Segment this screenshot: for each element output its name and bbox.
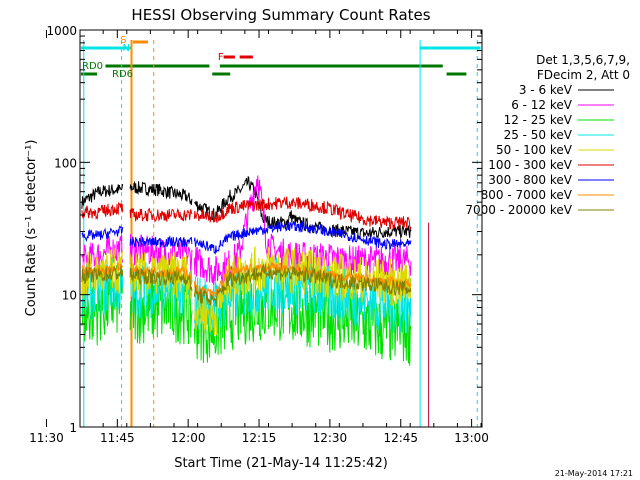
series-line (129, 267, 193, 291)
series-line (193, 257, 412, 335)
axis-layer: 11:30 11:45 12:00 12:15 12:30 12:45 13:00 1 10 10… (29, 24, 489, 445)
footer-timestamp: 21-May-2014 17:21 (555, 469, 633, 478)
legend-entry-label: 25 - 50 keV (504, 128, 573, 142)
series-line (81, 183, 124, 209)
y-tick-label: 1 (69, 421, 77, 435)
series-line (81, 201, 124, 221)
x-tick-label: 13:00 (454, 431, 489, 445)
x-tick-label: 12:30 (313, 431, 348, 445)
saa-flag-label: S (120, 35, 126, 46)
x-tick-label: 11:30 (29, 431, 64, 445)
series-line (81, 266, 124, 285)
series-line (193, 246, 412, 336)
frame-layer (79, 29, 483, 428)
night-flag-label: N (123, 43, 130, 54)
legend-entry-label: 3 - 6 keV (519, 83, 573, 97)
legend-entry-label: 100 - 300 keV (488, 158, 572, 172)
x-axis-label: Start Time (21-May-14 11:25:42) (174, 456, 388, 471)
series-line (129, 234, 193, 274)
x-tick-label: 11:45 (100, 431, 135, 445)
legend-entry-label: 50 - 100 keV (496, 143, 573, 157)
y-tick-label: 10 (62, 289, 77, 303)
legend-header-line-2: FDecim 2, Att 0 (537, 68, 630, 82)
legend-header-line-1: Det 1,3,5,6,7,9, (536, 53, 630, 67)
plot-frame (79, 29, 483, 428)
x-tick-label: 12:15 (242, 431, 277, 445)
x-tick-label: 12:00 (171, 431, 206, 445)
series-line (129, 207, 193, 223)
rd6-flag-label: RD6 (112, 69, 133, 80)
y-tick-label: 1000 (46, 24, 77, 38)
series-line (193, 221, 412, 255)
series-line (81, 225, 124, 242)
series-line (129, 251, 193, 301)
plot-layer: SN F RD0 RD6 (80, 35, 481, 427)
series-line (193, 263, 412, 307)
y-axis-label: Count Rate (s⁻¹ detector⁻¹) (24, 140, 39, 317)
series-line (129, 180, 193, 205)
legend: Det 1,3,5,6,7,9, FDecim 2, Att 0 3 - 6 k… (465, 53, 630, 217)
legend-entry-label: 800 - 7000 keV (481, 188, 573, 202)
x-tick-label: 12:45 (383, 431, 418, 445)
series-line (129, 235, 193, 248)
flare-flag-label: F (218, 52, 224, 63)
legend-entry-label: 6 - 12 keV (511, 98, 573, 112)
series-line (129, 264, 193, 286)
legend-entry-label: 12 - 25 keV (504, 113, 573, 127)
legend-entry-label: 7000 - 20000 keV (465, 203, 572, 217)
series-line (193, 196, 412, 231)
y-tick-label: 100 (54, 156, 77, 170)
rd0-flag-label: RD0 (82, 61, 103, 72)
legend-entry-label: 300 - 800 keV (488, 173, 572, 187)
chart-title: HESSI Observing Summary Count Rates (131, 6, 430, 24)
